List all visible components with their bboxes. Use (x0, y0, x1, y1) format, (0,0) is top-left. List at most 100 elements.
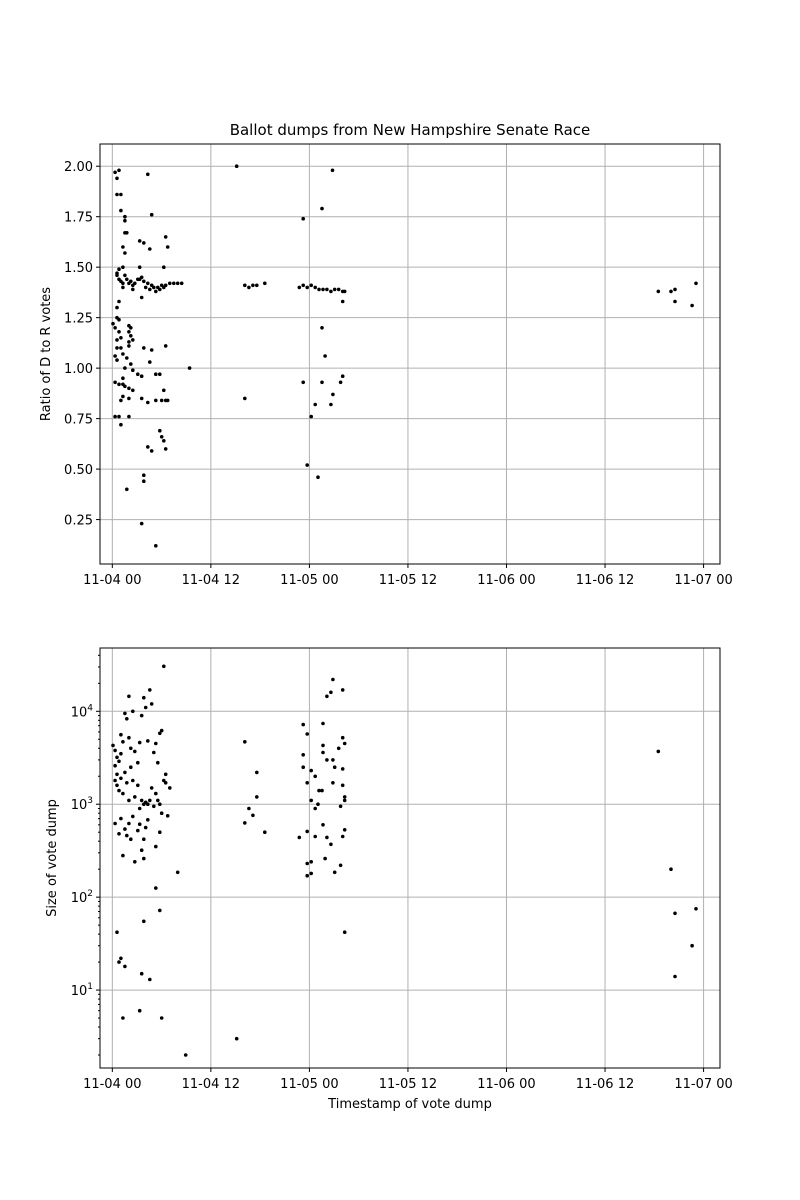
data-point (316, 802, 320, 806)
data-point (111, 743, 115, 748)
data-point (340, 783, 345, 788)
data-point (125, 717, 129, 721)
data-point (139, 295, 144, 300)
data-point (254, 795, 259, 799)
data-point (168, 786, 172, 790)
data-point (154, 886, 158, 890)
data-point (143, 825, 148, 830)
data-point (123, 711, 127, 716)
data-point (146, 802, 150, 806)
data-point (301, 216, 306, 221)
y-tick-label: 1.00 (64, 362, 93, 377)
data-point (163, 447, 168, 451)
data-point (320, 326, 324, 330)
data-point (149, 212, 154, 217)
data-point (154, 289, 158, 294)
data-point (127, 414, 131, 419)
data-point (165, 814, 170, 818)
data-point (320, 788, 324, 793)
data-point (137, 265, 142, 270)
data-point (163, 283, 168, 288)
data-point (121, 376, 125, 381)
data-point (131, 368, 135, 373)
data-point (148, 287, 152, 292)
data-point (131, 814, 135, 819)
data-point (137, 740, 142, 745)
data-point (136, 372, 140, 377)
data-point (175, 281, 180, 286)
data-point (119, 422, 123, 427)
data-point (669, 289, 673, 294)
data-point (127, 386, 131, 391)
data-point (115, 176, 119, 181)
data-point (159, 1016, 164, 1020)
data-point (336, 746, 341, 751)
data-point (329, 289, 333, 294)
data-point (123, 218, 127, 223)
data-point (338, 804, 343, 809)
data-point (131, 778, 135, 783)
data-point (154, 398, 158, 403)
data-point (340, 374, 345, 379)
data-point (119, 336, 123, 340)
data-point (119, 192, 123, 197)
x-tick-label: 11-05 00 (280, 573, 338, 588)
data-point (342, 741, 347, 746)
data-point (694, 281, 698, 286)
data-point (342, 798, 347, 803)
data-point (148, 247, 152, 251)
data-point (309, 768, 314, 773)
data-point (301, 283, 306, 288)
x-tick-label: 11-06 12 (576, 573, 634, 588)
data-point (338, 863, 343, 868)
data-point (121, 352, 125, 356)
data-point (123, 827, 127, 831)
data-point (131, 388, 135, 393)
data-point (127, 396, 131, 401)
data-point (163, 235, 168, 239)
data-point (139, 374, 144, 379)
x-tick-label: 11-06 00 (477, 573, 535, 588)
data-point (183, 1053, 188, 1057)
data-point (305, 781, 310, 785)
data-point (172, 281, 176, 286)
data-point (158, 908, 162, 913)
data-point (115, 783, 119, 788)
data-point (146, 281, 150, 286)
data-point (149, 449, 154, 453)
data-point (115, 772, 119, 777)
data-point (127, 694, 131, 699)
data-point (336, 287, 341, 292)
data-point (121, 394, 125, 399)
data-point (113, 354, 117, 358)
data-point (119, 208, 123, 213)
x-tick-label: 11-05 00 (280, 1077, 338, 1092)
data-point (243, 396, 247, 401)
x-tick-label: 11-05 12 (379, 573, 437, 588)
data-point (301, 380, 306, 385)
data-point (131, 287, 135, 292)
data-point (115, 755, 119, 760)
data-point (125, 781, 129, 785)
data-point (331, 392, 335, 397)
data-point (321, 287, 325, 292)
data-point (305, 463, 310, 467)
data-point (143, 705, 148, 710)
data-point (316, 475, 320, 480)
data-point (329, 690, 333, 695)
data-point (137, 1008, 142, 1013)
data-point (123, 964, 127, 969)
data-point (338, 380, 343, 385)
data-point (117, 382, 121, 387)
data-point (247, 806, 251, 811)
data-point (127, 821, 131, 826)
data-point (142, 856, 146, 861)
data-point (139, 521, 144, 526)
data-point (119, 956, 123, 961)
data-point (179, 281, 184, 286)
data-point (158, 731, 162, 736)
data-point (125, 277, 129, 282)
data-point (133, 860, 137, 864)
